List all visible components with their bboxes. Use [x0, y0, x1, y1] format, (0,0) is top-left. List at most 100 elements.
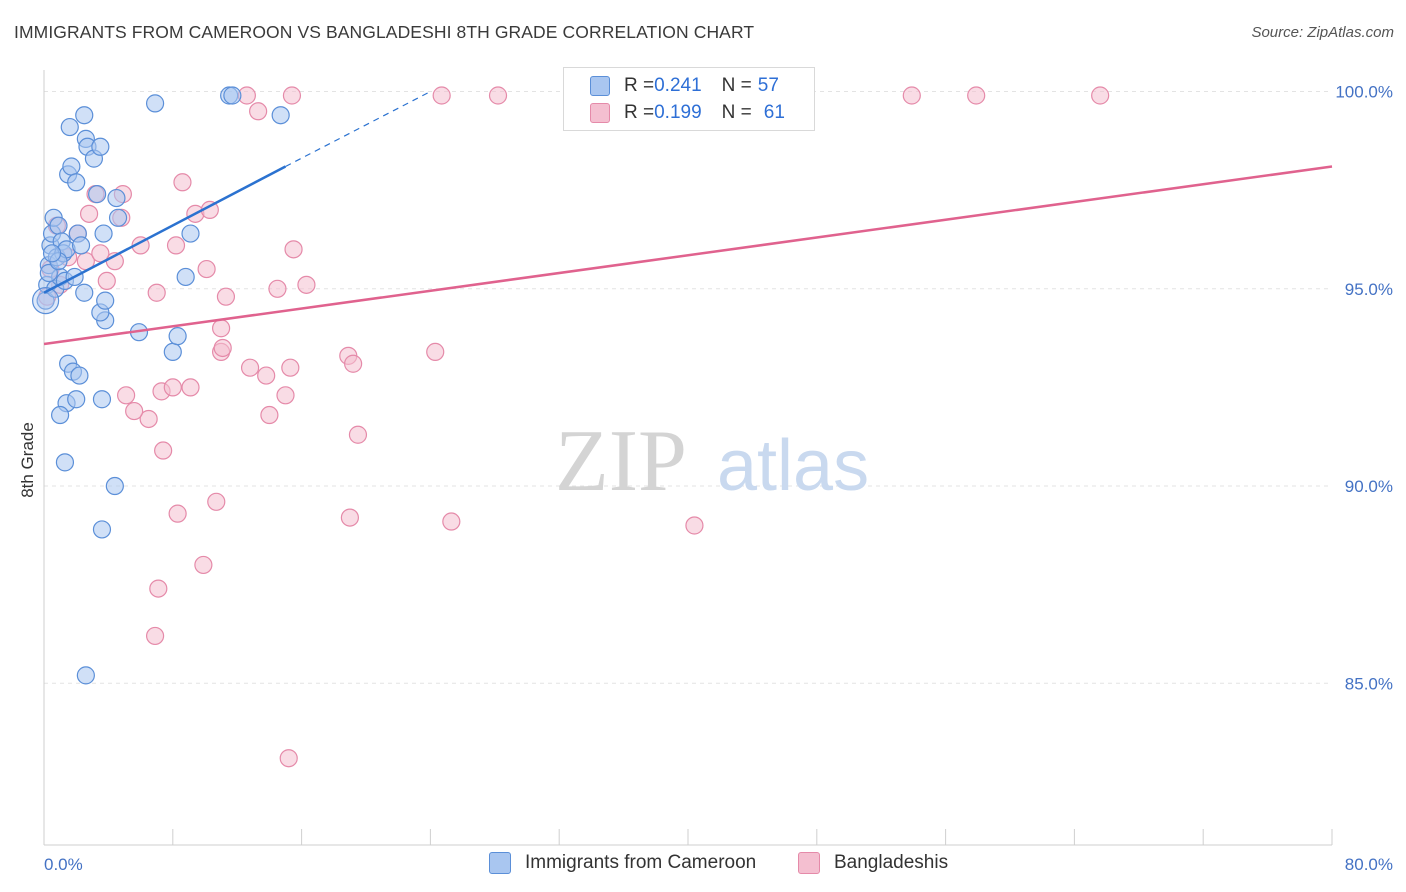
legend-label-bangladeshis: Bangladeshis	[834, 852, 949, 873]
bangladeshis-point[interactable]	[168, 504, 187, 523]
cameroon-point[interactable]	[108, 208, 128, 227]
cameroon-point[interactable]	[92, 390, 112, 409]
cameroon-point[interactable]	[62, 157, 81, 176]
bangladeshis-point[interactable]	[79, 204, 99, 223]
y-tick-label: 90.0%	[1345, 477, 1393, 496]
correlation-legend: R = 0.241 N = 57 R = 0.199 N = 61	[563, 67, 815, 131]
cameroon-point[interactable]	[75, 283, 94, 302]
cameroon-point[interactable]	[107, 188, 126, 208]
gridlines	[44, 91, 1332, 684]
x-ticks	[43, 829, 1333, 845]
y-axis-label: 8th Grade	[18, 422, 37, 498]
y-tick-label: 85.0%	[1345, 674, 1393, 693]
bangladeshis-point[interactable]	[1091, 86, 1110, 105]
cameroon-point[interactable]	[163, 342, 182, 362]
bangladeshis-point[interactable]	[268, 279, 287, 298]
cameroon-point[interactable]	[55, 453, 75, 472]
bangladeshis-point[interactable]	[297, 275, 316, 294]
bangladeshis-point[interactable]	[249, 102, 268, 121]
bangladeshis-point[interactable]	[685, 516, 704, 535]
bangladeshis-point[interactable]	[488, 86, 508, 105]
cameroon-point[interactable]	[67, 390, 86, 409]
cameroon-point[interactable]	[168, 327, 187, 346]
x-tick-label-min: 0.0%	[44, 855, 83, 874]
bangladeshis-point[interactable]	[117, 386, 136, 405]
bangladeshis-point[interactable]	[257, 366, 276, 385]
source-label: Source: ZipAtlas.com	[1251, 24, 1394, 41]
cameroon-point[interactable]	[271, 106, 290, 125]
bangladeshis-point[interactable]	[163, 378, 182, 397]
cameroon-point[interactable]	[39, 263, 58, 283]
bangladeshis-point[interactable]	[432, 86, 451, 105]
cameroon-point[interactable]	[76, 666, 95, 685]
bangladeshis-point[interactable]	[216, 287, 236, 306]
bangladeshis-point[interactable]	[260, 405, 279, 425]
bangladeshis-trend-line	[43, 165, 1333, 346]
bangladeshis-point[interactable]	[340, 508, 359, 527]
cameroon-point[interactable]	[91, 137, 110, 156]
legend-item-bangladeshis[interactable]: Bangladeshis	[798, 852, 948, 874]
bangladeshis-point[interactable]	[967, 86, 986, 105]
bangladeshis-point[interactable]	[125, 401, 144, 421]
cameroon-point[interactable]	[75, 106, 94, 125]
bangladeshis-point[interactable]	[279, 749, 298, 768]
bangladeshis-point[interactable]	[281, 358, 300, 377]
cameroon-point[interactable]	[71, 236, 91, 255]
bangladeshis-point[interactable]	[213, 338, 232, 358]
bangladeshis-point[interactable]	[139, 409, 158, 429]
bangladeshis-point[interactable]	[344, 354, 363, 373]
bangladeshis-point[interactable]	[197, 259, 216, 279]
bangladeshis-point[interactable]	[282, 86, 302, 105]
bangladeshis-point[interactable]	[149, 579, 168, 598]
bangladeshis-point[interactable]	[426, 342, 445, 362]
legend-n-value: 61	[763, 102, 785, 123]
axes	[43, 70, 1332, 846]
bangladeshis-point[interactable]	[181, 378, 200, 397]
cameroon-point[interactable]	[70, 366, 89, 385]
cameroon-point[interactable]	[42, 244, 62, 263]
cameroon-point[interactable]	[176, 267, 195, 287]
cameroon-point[interactable]	[181, 224, 200, 243]
legend-swatch-pink	[590, 103, 610, 123]
bangladeshis-point[interactable]	[147, 283, 166, 302]
cameroon-point[interactable]	[88, 185, 107, 204]
bangladeshis-point[interactable]	[154, 441, 173, 460]
cameroon-point[interactable]	[60, 117, 79, 137]
bangladeshis-point[interactable]	[166, 236, 186, 255]
legend-label-cameroon: Immigrants from Cameroon	[525, 852, 757, 873]
bangladeshis-point[interactable]	[442, 512, 461, 531]
cameroon-point[interactable]	[94, 224, 113, 243]
bangladeshis-point[interactable]	[284, 240, 303, 259]
cameroon-point[interactable]	[105, 476, 124, 496]
legend-swatch-blue	[590, 76, 610, 96]
bangladeshis-point[interactable]	[97, 271, 116, 291]
cameroon-trend-line	[43, 165, 287, 294]
bangladeshis-point[interactable]	[145, 626, 165, 646]
bangladeshis-point[interactable]	[212, 319, 231, 338]
cameroon-point[interactable]	[145, 94, 165, 113]
bangladeshis-point[interactable]	[348, 425, 368, 444]
cameroon-point[interactable]	[32, 287, 60, 315]
x-tick-label-max: 80.0%	[1345, 855, 1393, 874]
legend-item-cameroon[interactable]: Immigrants from Cameroon	[489, 852, 756, 874]
cameroon-point[interactable]	[50, 405, 70, 425]
cameroon-point[interactable]	[67, 173, 86, 192]
legend-n-label: N =	[721, 75, 752, 96]
cameroon-point[interactable]	[96, 291, 115, 310]
bangladeshis-point[interactable]	[276, 386, 295, 405]
bangladeshis-point[interactable]	[902, 86, 921, 105]
bangladeshis-point[interactable]	[194, 555, 213, 575]
legend-swatch-blue	[489, 852, 511, 874]
bangladeshis-point[interactable]	[91, 244, 110, 263]
legend-swatch-pink	[798, 852, 820, 874]
legend-row-cameroon: R = 0.241 N = 57	[590, 73, 779, 99]
cameroon-point[interactable]	[49, 216, 68, 235]
y-tick-label: 100.0%	[1335, 83, 1393, 102]
bangladeshis-point[interactable]	[240, 358, 260, 377]
cameroon-point[interactable]	[92, 520, 112, 539]
cameroon-point[interactable]	[223, 86, 242, 105]
bangladeshis-point[interactable]	[207, 492, 226, 511]
bangladeshis-point[interactable]	[173, 173, 192, 192]
legend-n-label: N =	[721, 102, 752, 123]
